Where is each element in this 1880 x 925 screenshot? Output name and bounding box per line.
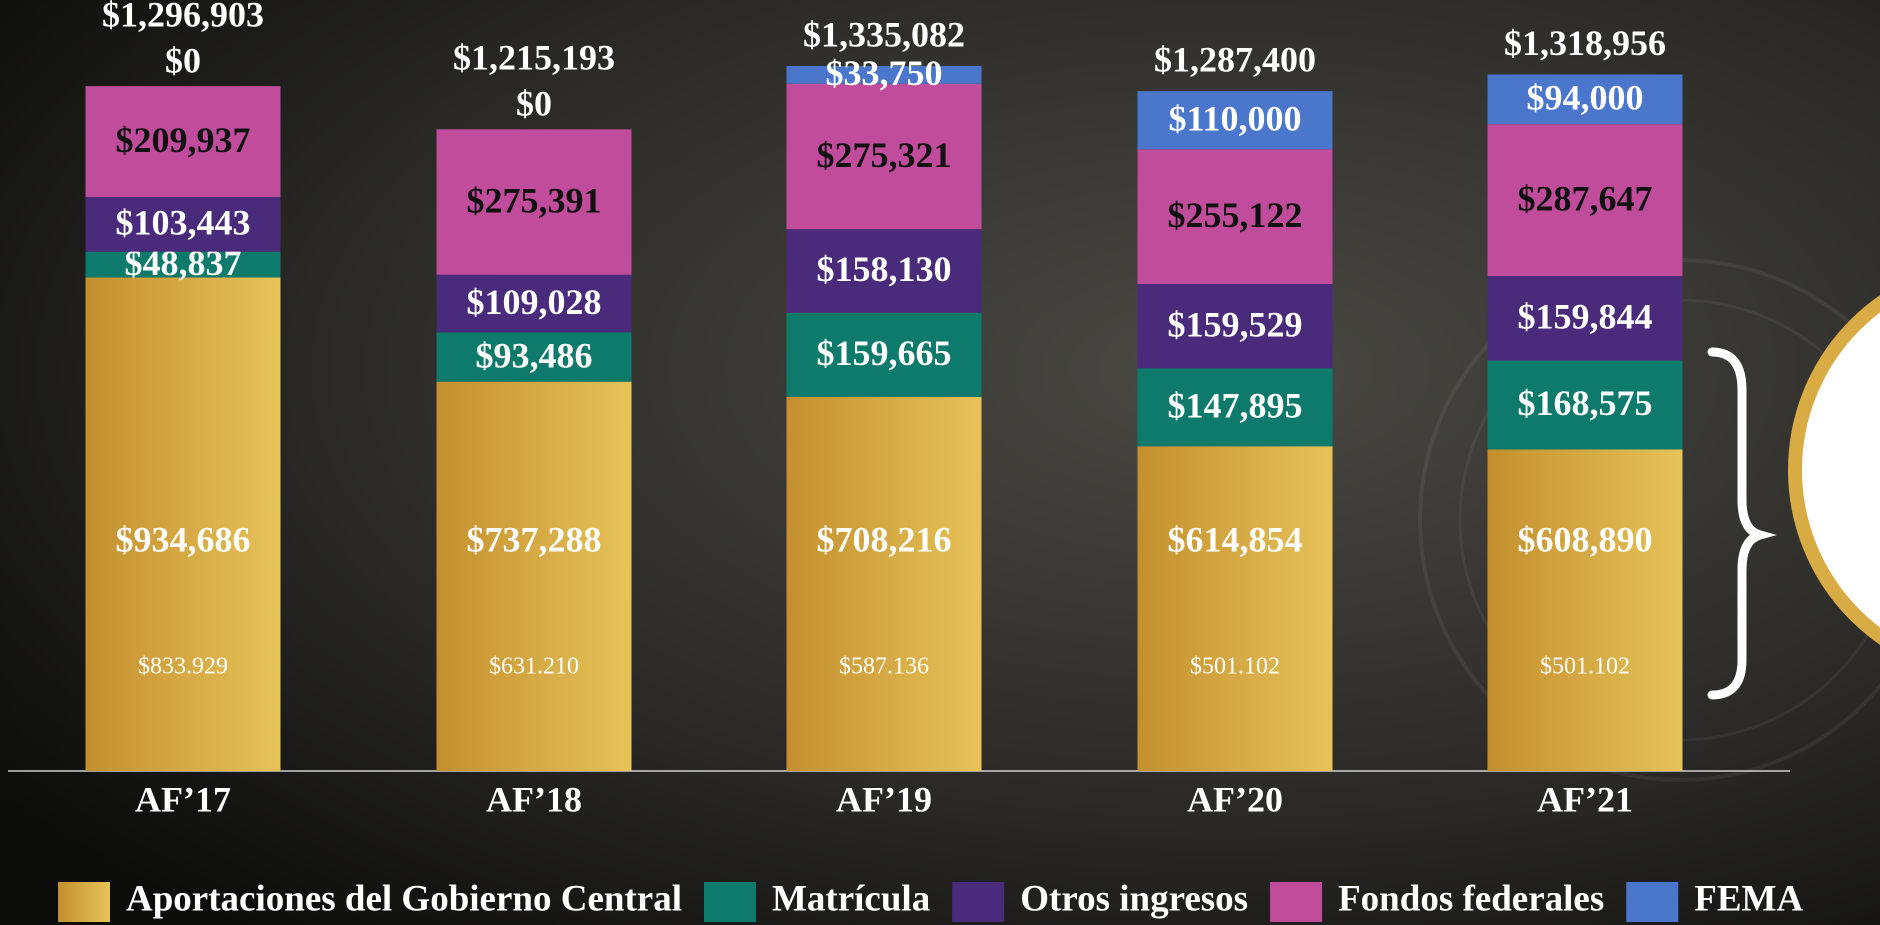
value-label: $109,028 — [467, 282, 602, 322]
total-label: $1,296,903 — [102, 0, 264, 34]
x-tick-label: AF’19 — [836, 779, 932, 819]
x-tick-label: AF’18 — [486, 779, 582, 819]
total-label: $1,318,956 — [1504, 23, 1666, 63]
legend-label: Fondos federales — [1338, 878, 1604, 919]
value-label: $110,000 — [1168, 98, 1301, 138]
value-label: $94,000 — [1527, 78, 1644, 118]
sub-label: $631.210 — [489, 654, 579, 680]
value-label: $737,288 — [467, 519, 602, 559]
x-tick-label: AF’17 — [135, 779, 231, 819]
bar-segment — [437, 382, 632, 771]
sub-label: $501.102 — [1190, 654, 1280, 680]
legend-label: Matrícula — [772, 878, 930, 919]
total-label: $1,215,193 — [453, 38, 615, 78]
value-label: $158,130 — [817, 249, 952, 289]
x-tick-label: AF’20 — [1187, 779, 1283, 819]
value-label: $0 — [165, 40, 201, 80]
value-label: $159,665 — [817, 333, 952, 373]
value-label: $275,321 — [817, 135, 952, 175]
legend-label: FEMA — [1694, 878, 1803, 919]
value-label: $275,391 — [467, 180, 602, 220]
legend-label: Otros ingresos — [1020, 878, 1248, 919]
sub-label: $587.136 — [839, 654, 929, 680]
x-tick-label: AF’21 — [1537, 779, 1633, 819]
legend-swatch — [1626, 882, 1678, 922]
legend-swatch — [1270, 882, 1322, 922]
value-label: $147,895 — [1168, 386, 1303, 426]
value-label: $934,686 — [116, 519, 251, 559]
legend-swatch — [704, 882, 756, 922]
bar-segment — [1138, 446, 1333, 771]
value-label: $0 — [516, 84, 552, 124]
value-label: $168,575 — [1518, 383, 1653, 423]
sub-label: $501.102 — [1540, 654, 1630, 680]
value-label: $33,750 — [826, 53, 943, 93]
value-label: $255,122 — [1168, 195, 1303, 235]
legend-swatch — [58, 882, 110, 922]
bar-segment — [787, 397, 982, 771]
value-label: $287,647 — [1518, 178, 1653, 218]
legend-label: Aportaciones del Gobierno Central — [126, 878, 682, 919]
total-label: $1,335,082 — [803, 14, 965, 54]
value-label: $209,937 — [116, 120, 251, 160]
legend-swatch — [952, 882, 1004, 922]
value-label: $103,443 — [116, 203, 251, 243]
value-label: $708,216 — [817, 519, 952, 559]
bar-segment — [1488, 449, 1683, 771]
value-label: $159,529 — [1168, 304, 1303, 344]
sub-label: $833.929 — [138, 654, 228, 680]
total-label: $1,287,400 — [1154, 39, 1316, 79]
value-label: $93,486 — [476, 335, 593, 375]
chart: $934,686$48,837$103,443$209,937$0$1,296,… — [0, 0, 1880, 925]
value-label: $608,890 — [1518, 519, 1653, 559]
value-label: $614,854 — [1168, 519, 1303, 559]
value-label: $159,844 — [1518, 297, 1653, 337]
